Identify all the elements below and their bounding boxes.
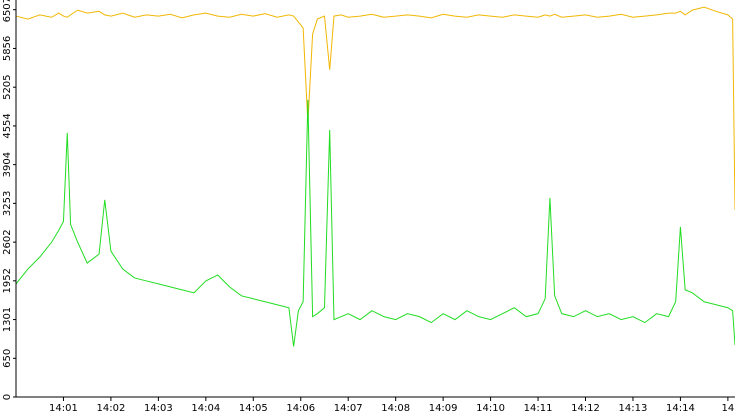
y-tick-label: 3904	[2, 152, 13, 177]
y-tick-label: 3253	[2, 191, 13, 216]
x-tick-label: 14	[722, 403, 735, 414]
y-tick-label: 5205	[2, 74, 13, 99]
x-tick-label: 14:06	[286, 403, 315, 414]
y-tick-label: 1301	[2, 307, 13, 332]
data-line	[15, 6, 735, 210]
y-tick-label: 6507	[2, 0, 13, 22]
x-tick-label: 14:12	[571, 403, 600, 414]
x-tick-label: 14:10	[476, 403, 505, 414]
data-line	[15, 99, 735, 347]
x-tick-label: 14:09	[429, 403, 458, 414]
y-tick-label: 2602	[2, 229, 13, 254]
x-tick-label: 14:04	[191, 403, 220, 414]
x-tick-label: 14:03	[144, 403, 173, 414]
x-tick-label: 14:11	[524, 403, 553, 414]
x-tick-label: 14:14	[666, 403, 695, 414]
x-tick-label: 14:08	[381, 403, 410, 414]
y-tick-label: 4554	[2, 113, 13, 138]
x-tick-label: 14:01	[49, 403, 78, 414]
y-tick-label: 1952	[2, 268, 13, 293]
y-tick-label: 650	[2, 349, 13, 368]
x-tick-label: 14:05	[239, 403, 268, 414]
y-tick-label: 0	[2, 394, 13, 400]
y-tick-label: 5856	[2, 36, 13, 61]
x-tick-label: 14:13	[619, 403, 648, 414]
x-tick-label: 14:02	[97, 403, 126, 414]
x-tick-label: 14:07	[334, 403, 363, 414]
